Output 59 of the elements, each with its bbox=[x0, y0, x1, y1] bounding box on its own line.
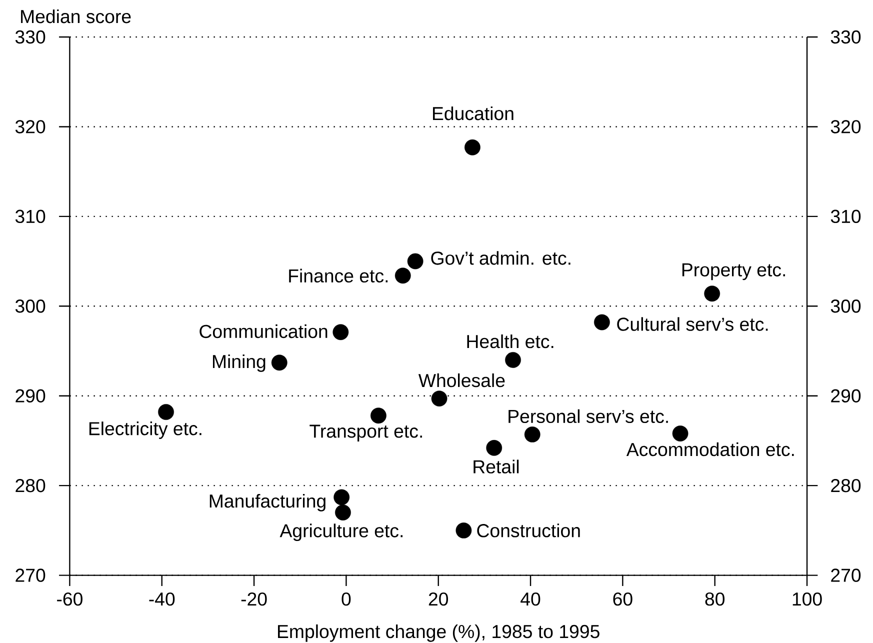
point bbox=[456, 522, 472, 538]
x-tick-label: -40 bbox=[149, 592, 175, 606]
y2-tick-label: 270 bbox=[831, 568, 861, 582]
y-tick-label: 300 bbox=[15, 300, 46, 313]
annotation: Accommodation etc. bbox=[626, 442, 794, 456]
x-tick-label: 0 bbox=[342, 592, 351, 606]
annotation: Manufacturing bbox=[210, 494, 326, 512]
annotation: Transport etc. bbox=[310, 424, 422, 442]
annotation: Electricity etc. bbox=[89, 422, 202, 439]
y2-tick-label: 300 bbox=[830, 300, 861, 313]
y2-tick-label: 280 bbox=[831, 478, 861, 492]
annotation: Retail bbox=[474, 460, 519, 474]
y-tick-label: 330 bbox=[15, 30, 46, 44]
x-tick-label: 40 bbox=[520, 592, 540, 606]
y2-tick-label: 320 bbox=[830, 120, 861, 134]
point bbox=[704, 286, 720, 302]
y-tick-label: 280 bbox=[16, 478, 46, 492]
point bbox=[524, 426, 540, 442]
point bbox=[407, 253, 424, 270]
annotation: Property etc. bbox=[682, 263, 786, 280]
x-tick-label: 60 bbox=[613, 592, 632, 606]
point bbox=[486, 440, 502, 456]
y-axis-title: Median score bbox=[21, 9, 131, 24]
y-tick-label: 290 bbox=[16, 389, 46, 402]
annotation: Wholesale bbox=[418, 373, 505, 388]
point bbox=[271, 354, 288, 371]
annotation: Mining bbox=[212, 354, 266, 372]
point bbox=[464, 139, 480, 156]
y2-tick-label: 290 bbox=[831, 389, 861, 402]
point bbox=[332, 324, 349, 340]
point bbox=[158, 404, 174, 420]
y-tick-label: 270 bbox=[16, 568, 46, 582]
x-tick-label: 80 bbox=[705, 592, 725, 606]
y-tick-label: 310 bbox=[15, 210, 46, 224]
annotation: Communication bbox=[200, 324, 328, 338]
x-tick-label: -60 bbox=[57, 592, 82, 606]
y2-tick-label: 330 bbox=[830, 30, 861, 44]
annotation: Personal serv’s etc. bbox=[508, 409, 668, 424]
annotation: Gov’t admin. etc. bbox=[431, 251, 570, 265]
x-axis-title: Employment change (%), 1985 to 1995 bbox=[278, 624, 600, 642]
annotation: Education bbox=[433, 106, 514, 120]
y2-tick-label: 310 bbox=[830, 210, 861, 224]
annotation: Health etc. bbox=[467, 334, 554, 348]
point bbox=[334, 489, 350, 506]
y-tick-label: 320 bbox=[15, 120, 46, 134]
point bbox=[505, 352, 521, 368]
point bbox=[672, 426, 688, 442]
point bbox=[335, 504, 351, 520]
annotation: Construction bbox=[477, 524, 580, 538]
annotation: Finance etc. bbox=[289, 268, 388, 283]
point bbox=[431, 390, 448, 407]
x-tick-label: 20 bbox=[428, 592, 448, 606]
point bbox=[594, 314, 610, 330]
annotation: Agriculture etc. bbox=[280, 524, 402, 542]
x-tick-label: 100 bbox=[792, 592, 822, 606]
x-tick-label: -20 bbox=[241, 592, 267, 606]
point bbox=[370, 408, 386, 424]
point bbox=[394, 268, 411, 284]
annotation: Cultural serv’s etc. bbox=[617, 317, 768, 331]
